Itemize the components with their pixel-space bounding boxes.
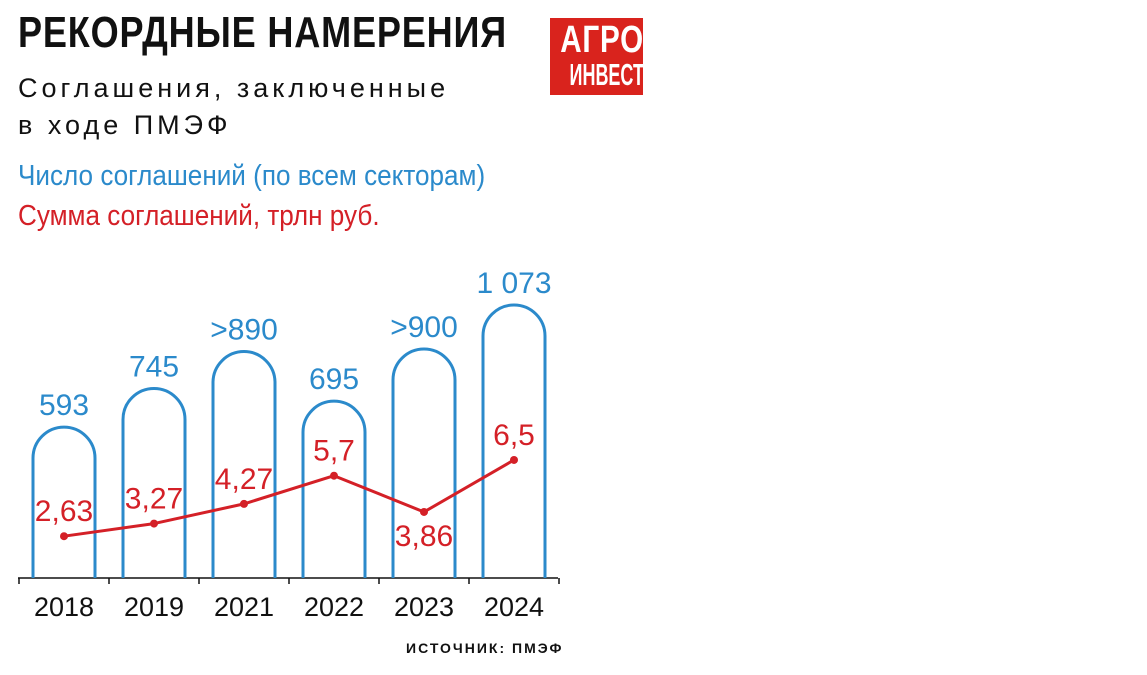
- x-tick-label-2022: 2022: [304, 592, 364, 622]
- bar-2021: [211, 350, 277, 578]
- sum-point-2024: [510, 455, 518, 464]
- subtitle-line-2: в ходе ПМЭФ: [18, 110, 232, 140]
- sum-line: [63, 458, 515, 538]
- bar-label-2018: 593: [39, 389, 89, 422]
- sum-label-2021: 4,27: [215, 463, 273, 496]
- sum-point-2019: [150, 519, 158, 528]
- logo-line-1: АГРО: [560, 19, 644, 61]
- bar-label-2023: >900: [390, 311, 458, 344]
- sum-label-2023: 3,86: [395, 520, 453, 553]
- x-tick-label-2021: 2021: [214, 592, 274, 622]
- bar-2022: [301, 399, 367, 578]
- sum-label-2024: 6,5: [493, 419, 535, 452]
- bar-label-2022: 695: [309, 363, 359, 396]
- bar-label-2021: >890: [210, 314, 278, 347]
- sum-point-2023: [420, 507, 428, 516]
- sum-point-2018: [60, 532, 68, 541]
- bar-label-2019: 745: [129, 350, 179, 383]
- bar-label-2024: 1 073: [476, 267, 551, 300]
- subtitle-line-1: Соглашения, заключенные: [18, 73, 450, 103]
- source-note: ИСТОЧНИК: ПМЭФ: [406, 640, 564, 656]
- page-title: РЕКОРДНЫЕ НАМЕРЕНИЯ: [18, 8, 508, 57]
- x-tick-label-2024: 2024: [484, 592, 544, 622]
- subtitle: Соглашения, заключенные в ходе ПМЭФ: [18, 70, 449, 144]
- sum-label-2018: 2,63: [35, 495, 93, 528]
- x-tick-label-2019: 2019: [124, 592, 184, 622]
- sum-label-2019: 3,27: [125, 483, 183, 516]
- legend-sum: Сумма соглашений, трлн руб.: [18, 200, 380, 232]
- sum-point-2022: [330, 471, 338, 480]
- x-tick-label-2018: 2018: [34, 592, 94, 622]
- x-tick-label-2023: 2023: [394, 592, 454, 622]
- legend-count: Число соглашений (по всем секторам): [18, 160, 486, 192]
- bar-2018: [31, 425, 97, 578]
- sum-label-2022: 5,7: [313, 435, 355, 468]
- bar-2024: [481, 303, 547, 578]
- bar-2023: [391, 347, 457, 578]
- sum-point-2021: [240, 499, 248, 508]
- bar-2019: [121, 387, 187, 578]
